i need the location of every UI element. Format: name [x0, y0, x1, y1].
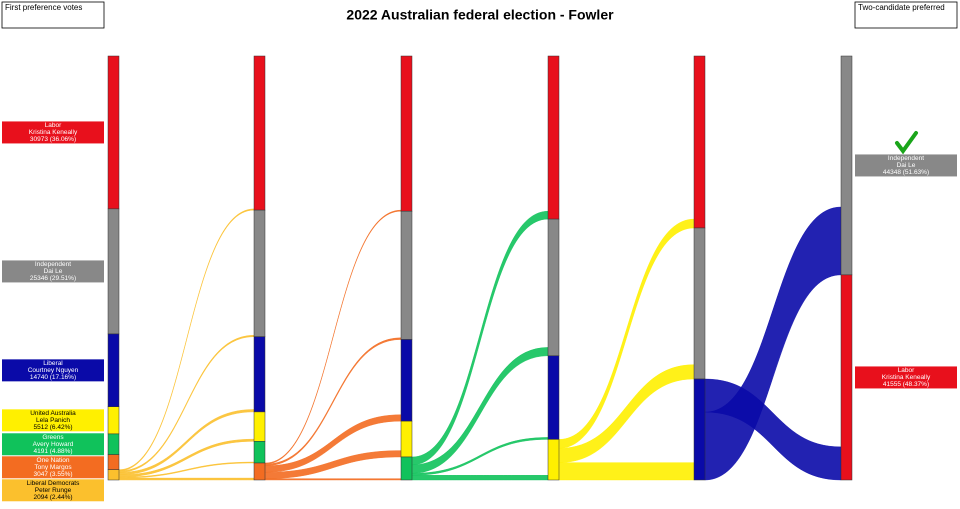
flows — [118, 206, 842, 481]
label-box — [2, 260, 104, 283]
label-name: Dai Le — [44, 268, 63, 275]
column-segment — [107, 55, 120, 210]
flow — [118, 477, 255, 481]
heading-box — [854, 1, 958, 29]
column-segment — [253, 441, 266, 464]
column-segment — [400, 420, 413, 458]
column-segment — [840, 274, 853, 481]
label-value-label: 41555 (48.37%) — [883, 381, 929, 388]
column-segment — [693, 227, 706, 380]
label-party: Liberal Democrats — [27, 480, 80, 487]
label-value-label: 3047 (3.55%) — [33, 471, 72, 478]
column-segment — [400, 210, 413, 340]
label-name: Dai Le — [897, 162, 916, 169]
column-segment — [253, 55, 266, 211]
label-name: Kristina Keneally — [29, 129, 78, 136]
winner-check — [895, 131, 918, 155]
label-name: Kristina Keneally — [882, 374, 931, 381]
flow — [264, 209, 402, 465]
flow — [411, 210, 549, 466]
column-segment — [253, 411, 266, 442]
label-value-label: 14740 (17.16%) — [30, 374, 76, 381]
label-name: Peter Runge — [35, 487, 72, 494]
column-segment — [400, 55, 413, 212]
column-segment — [107, 333, 120, 407]
chart-title: 2022 Australian federal election - Fowle… — [346, 7, 614, 23]
label-box — [2, 433, 104, 456]
column-segment — [253, 209, 266, 337]
label-box — [2, 121, 104, 144]
column-segment — [693, 55, 706, 229]
label-party: Labor — [898, 367, 915, 374]
flow — [411, 475, 549, 481]
label-box — [2, 456, 104, 479]
columns — [107, 55, 853, 481]
column-segment — [107, 454, 120, 470]
label-value-label: 44348 (51.63%) — [883, 169, 929, 176]
column-segment — [107, 208, 120, 335]
column-segment — [253, 336, 266, 413]
label-name: Tony Margos — [34, 464, 72, 471]
heading-box — [1, 1, 105, 29]
label-box — [855, 154, 957, 177]
right-heading: Two-candidate preferred — [858, 3, 945, 12]
label-value-label: 2094 (2.44%) — [33, 494, 72, 501]
flow — [264, 478, 402, 481]
column-segment — [547, 218, 560, 357]
label-party: Greens — [42, 434, 64, 441]
label-box — [855, 366, 957, 389]
label-box — [2, 409, 104, 432]
label-value-label: 25346 (29.51%) — [30, 275, 76, 282]
label-party: Labor — [45, 122, 62, 129]
label-value-label: 30973 (36.06%) — [30, 136, 76, 143]
column-segment — [547, 55, 560, 220]
column-segment — [547, 355, 560, 440]
column-segment — [107, 433, 120, 455]
label-party: Independent — [35, 261, 71, 268]
label-party: Independent — [888, 155, 924, 162]
label-party: United Australia — [30, 410, 76, 417]
label-value-label: 4191 (4.88%) — [33, 448, 72, 455]
label-box — [2, 479, 104, 502]
label-party: Liberal — [43, 360, 63, 367]
column-segment — [107, 406, 120, 435]
column-segment — [107, 469, 120, 481]
left-heading: First preference votes — [5, 3, 82, 12]
column-segment — [400, 456, 413, 481]
label-box — [2, 359, 104, 382]
label-value-label: 5512 (6.42%) — [33, 424, 72, 431]
flow — [118, 335, 255, 473]
column-segment — [693, 378, 706, 481]
flow — [558, 462, 695, 481]
column-segment — [253, 462, 266, 481]
flow — [558, 364, 695, 463]
column-segment — [840, 55, 853, 276]
column-segment — [400, 339, 413, 422]
label-name: Lela Panich — [36, 417, 70, 424]
label-name: Avery Howard — [33, 441, 74, 448]
label-party: One Nation — [37, 457, 70, 464]
label-name: Courtney Nguyen — [28, 367, 79, 374]
column-segment — [547, 439, 560, 481]
